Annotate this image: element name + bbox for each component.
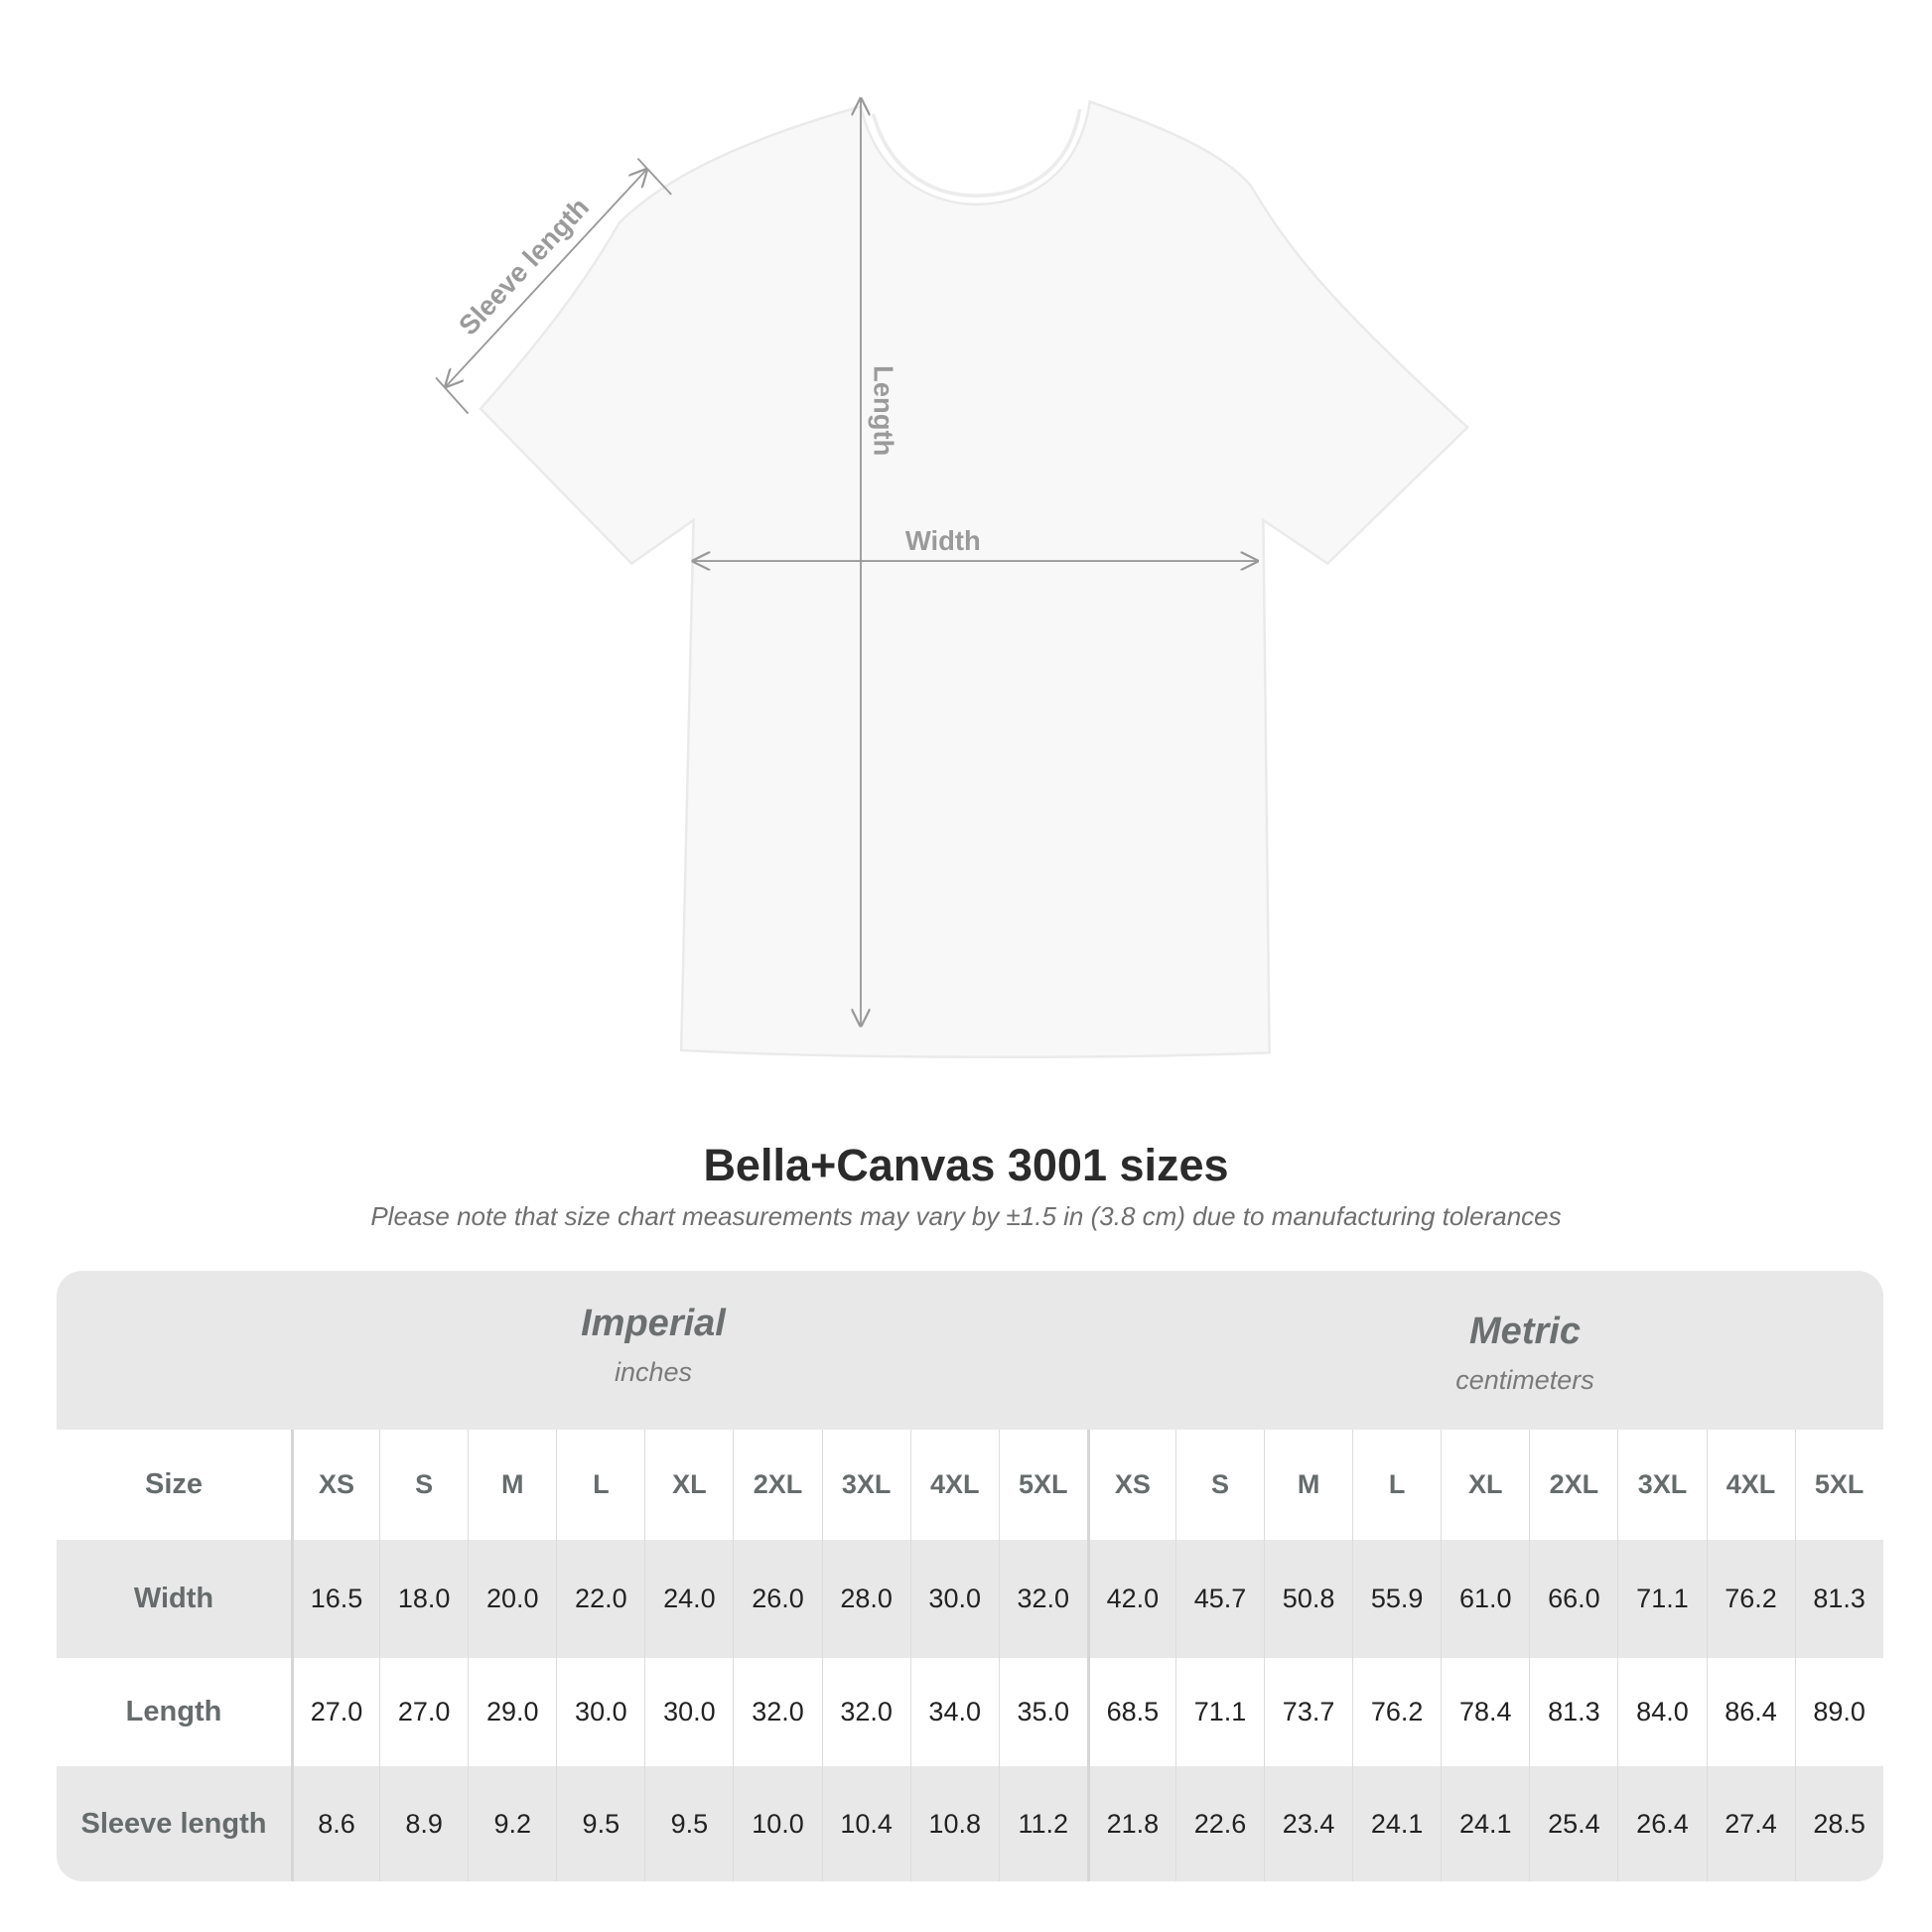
table-cell: 89.0 bbox=[1794, 1658, 1883, 1766]
size-header-cell: XS bbox=[1086, 1430, 1175, 1540]
size-header-cell: 4XL bbox=[1706, 1430, 1795, 1540]
size-header-cell: S bbox=[379, 1430, 468, 1540]
table-cell: 30.0 bbox=[556, 1658, 644, 1766]
table-cell: 27.4 bbox=[1706, 1766, 1795, 1881]
table-cell: 8.9 bbox=[379, 1766, 468, 1881]
size-header-cell: 5XL bbox=[998, 1430, 1087, 1540]
table-cell: 81.3 bbox=[1794, 1540, 1883, 1658]
size-header-cell: 2XL bbox=[733, 1430, 821, 1540]
table-cell: 86.4 bbox=[1706, 1658, 1795, 1766]
table-cell: 10.4 bbox=[821, 1766, 910, 1881]
table-cell: 9.5 bbox=[644, 1766, 733, 1881]
table-cell: 71.1 bbox=[1617, 1540, 1706, 1658]
tshirt-shape bbox=[479, 99, 1470, 1058]
metric-unit: centimeters bbox=[1455, 1365, 1594, 1395]
table-cell: 27.0 bbox=[291, 1658, 379, 1766]
size-header-cell: 3XL bbox=[821, 1430, 910, 1540]
table-cell: 32.0 bbox=[821, 1658, 910, 1766]
table-cell: 26.4 bbox=[1617, 1766, 1706, 1881]
size-header-cell: XL bbox=[1441, 1430, 1529, 1540]
table-cell: 84.0 bbox=[1617, 1658, 1706, 1766]
table-cell: 34.0 bbox=[909, 1658, 999, 1766]
table-cell: 73.7 bbox=[1264, 1658, 1352, 1766]
imperial-title: Imperial bbox=[581, 1303, 726, 1344]
size-header-cell: S bbox=[1174, 1430, 1264, 1540]
table-cell: 21.8 bbox=[1086, 1766, 1175, 1881]
size-header-cell: XS bbox=[291, 1430, 379, 1540]
table-cell: 27.0 bbox=[379, 1658, 468, 1766]
table-cell: 10.0 bbox=[733, 1766, 821, 1881]
table-cell: 78.4 bbox=[1441, 1658, 1529, 1766]
size-table: Imperial inches Metric centimeters Size X… bbox=[57, 1271, 1883, 1881]
table-cell: 28.5 bbox=[1794, 1766, 1883, 1881]
table-cell: 50.8 bbox=[1264, 1540, 1352, 1658]
table-row: Length 27.0 27.0 29.0 30.0 30.0 32.0 32.0 34.0 35… bbox=[57, 1658, 1883, 1766]
table-cell: 55.9 bbox=[1352, 1540, 1441, 1658]
table-cell: 42.0 bbox=[1086, 1540, 1175, 1658]
table-cell: 9.2 bbox=[468, 1766, 556, 1881]
table-cell: 76.2 bbox=[1706, 1540, 1795, 1658]
table-cell: 76.2 bbox=[1352, 1658, 1441, 1766]
table-cell: 24.1 bbox=[1352, 1766, 1441, 1881]
size-header-cell: XL bbox=[644, 1430, 733, 1540]
size-header-cell: L bbox=[556, 1430, 644, 1540]
table-cell: 61.0 bbox=[1441, 1540, 1529, 1658]
table-cell: 26.0 bbox=[733, 1540, 821, 1658]
row-label: Width bbox=[133, 1583, 214, 1614]
size-header-cell: 4XL bbox=[909, 1430, 999, 1540]
table-cell: 25.4 bbox=[1529, 1766, 1617, 1881]
table-row: Width 16.5 18.0 20.0 22.0 24.0 26.0 28.0 30.0 32.… bbox=[57, 1540, 1883, 1658]
size-header-cell: 5XL bbox=[1794, 1430, 1883, 1540]
table-cell: 28.0 bbox=[821, 1540, 910, 1658]
table-cell: 22.0 bbox=[556, 1540, 644, 1658]
imperial-unit: inches bbox=[614, 1357, 693, 1387]
table-cell: 20.0 bbox=[468, 1540, 556, 1658]
table-cell: 68.5 bbox=[1086, 1658, 1175, 1766]
table-cell: 66.0 bbox=[1529, 1540, 1617, 1658]
table-cell: 16.5 bbox=[291, 1540, 379, 1658]
table-row: Sleeve length 8.6 8.9 9.2 9.5 9.5 10.0 10.4 10.8… bbox=[57, 1766, 1883, 1881]
page-title: Bella+Canvas 3001 sizes bbox=[703, 1140, 1229, 1190]
table-cell: 23.4 bbox=[1264, 1766, 1352, 1881]
table-cell: 32.0 bbox=[733, 1658, 821, 1766]
size-header-cell: M bbox=[1264, 1430, 1352, 1540]
metric-title: Metric bbox=[1469, 1311, 1581, 1352]
sleeve-arrow bbox=[446, 170, 646, 386]
size-header-cell: L bbox=[1352, 1430, 1441, 1540]
imperial-header: Imperial inches bbox=[355, 1303, 951, 1388]
table-cell: 81.3 bbox=[1529, 1658, 1617, 1766]
table-cell: 22.6 bbox=[1174, 1766, 1264, 1881]
table-cell: 45.7 bbox=[1174, 1540, 1264, 1658]
table-cell: 32.0 bbox=[998, 1540, 1087, 1658]
table-cell: 24.0 bbox=[644, 1540, 733, 1658]
tolerance-note: Please note that size chart measurements… bbox=[370, 1201, 1562, 1231]
size-header-cell: 2XL bbox=[1529, 1430, 1617, 1540]
table-cell: 29.0 bbox=[468, 1658, 556, 1766]
row-label: Sleeve length bbox=[80, 1807, 267, 1840]
table-cell: 30.0 bbox=[644, 1658, 733, 1766]
row-label: Length bbox=[125, 1696, 222, 1727]
size-header-label: Size bbox=[144, 1468, 204, 1500]
size-header-cell: M bbox=[468, 1430, 556, 1540]
length-label: Length bbox=[869, 365, 899, 456]
table-cell: 9.5 bbox=[556, 1766, 644, 1881]
table-cell: 18.0 bbox=[379, 1540, 468, 1658]
table-cell: 8.6 bbox=[291, 1766, 379, 1881]
table-cell: 30.0 bbox=[909, 1540, 999, 1658]
table-cell: 10.8 bbox=[909, 1766, 999, 1881]
table-cell: 11.2 bbox=[998, 1766, 1087, 1881]
width-label: Width bbox=[905, 525, 981, 556]
table-cell: 71.1 bbox=[1174, 1658, 1264, 1766]
metric-header: Metric centimeters bbox=[1227, 1311, 1823, 1396]
size-header-row: Size XS S M L XL 2XL 3XL 4XL 5XL XS S M L XL 2XL 3XL 4XL 5… bbox=[57, 1430, 1883, 1540]
size-header-cell: 3XL bbox=[1617, 1430, 1706, 1540]
table-cell: 24.1 bbox=[1441, 1766, 1529, 1881]
table-cell: 35.0 bbox=[998, 1658, 1087, 1766]
